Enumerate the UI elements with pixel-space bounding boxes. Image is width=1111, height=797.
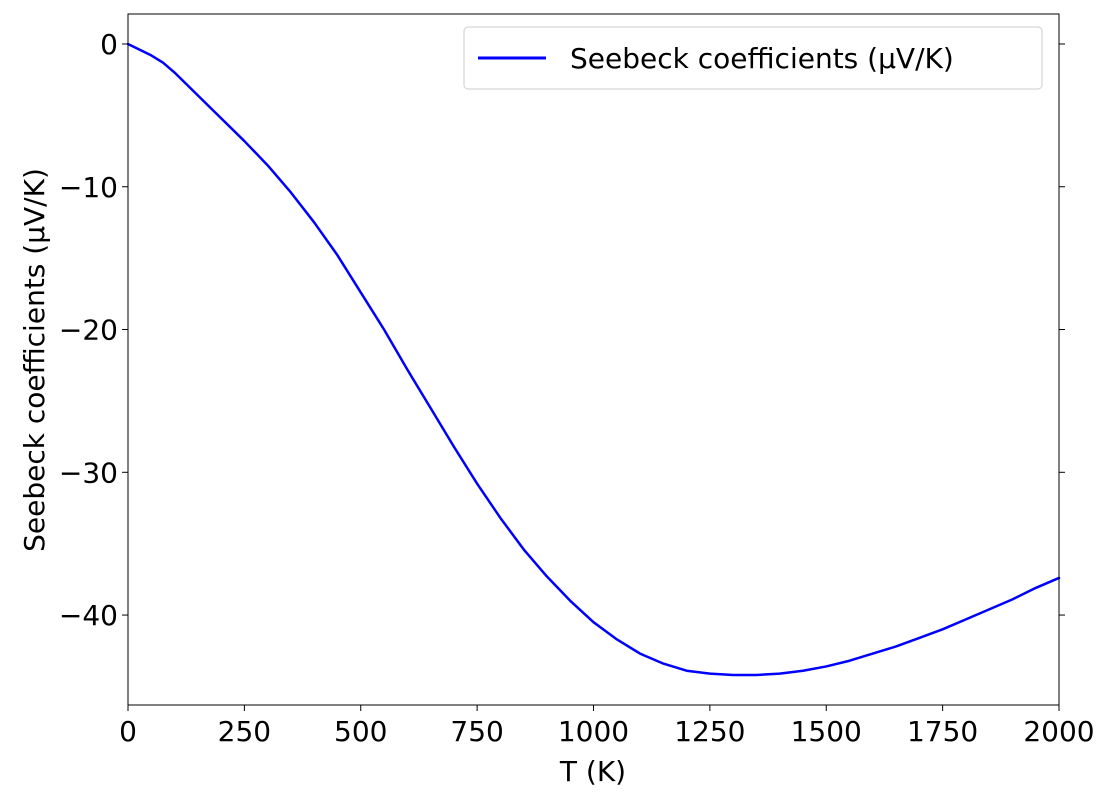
y-tick-label: −30 — [59, 456, 118, 489]
y-tick-label: 0 — [100, 28, 118, 61]
x-axis-label: T (K) — [559, 755, 626, 788]
x-tick-label: 1500 — [791, 715, 862, 748]
ticks-layer: 0 250 500 750 1000 1250 1500 1750 2000 0 −10 −20 −30… — [59, 28, 1095, 748]
x-tick-label: 0 — [119, 715, 137, 748]
x-tick-label: 500 — [334, 715, 387, 748]
legend-series-label: Seebeck coefficients (µV/K) — [570, 42, 954, 75]
series-line — [126, 42, 1061, 677]
plot-area — [128, 14, 1059, 705]
x-tick-label: 750 — [450, 715, 503, 748]
y-tick-label: −20 — [59, 314, 118, 347]
x-tick-label: 250 — [218, 715, 271, 748]
y-tick-label: −10 — [59, 171, 118, 204]
x-tick-label: 1750 — [907, 715, 978, 748]
legend-box — [463, 26, 1043, 90]
x-tick-label: 1250 — [674, 715, 745, 748]
x-tick-label: 1000 — [558, 715, 629, 748]
series-layer — [126, 42, 1061, 677]
legend: Seebeck coefficients (µV/K) — [463, 26, 1043, 90]
x-tick-label: 2000 — [1023, 715, 1094, 748]
plot-frame — [127, 13, 1060, 706]
y-axis-label: Seebeck coefficients (µV/K) — [18, 168, 51, 552]
y-tick-label: −40 — [59, 599, 118, 632]
